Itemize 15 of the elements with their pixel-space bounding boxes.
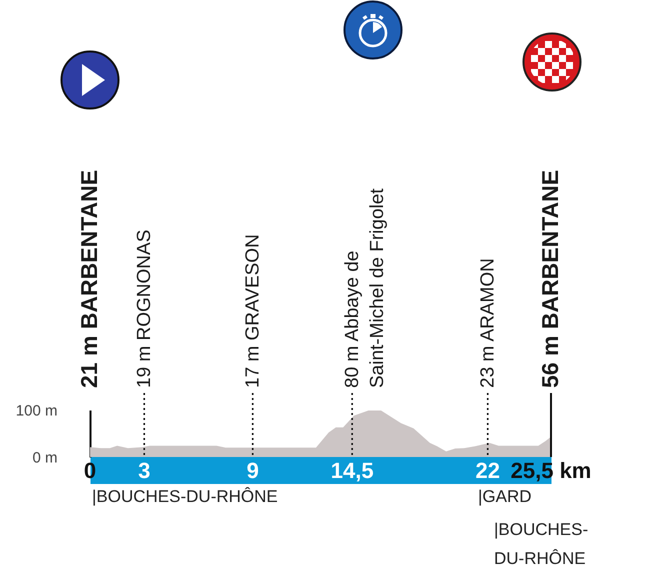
x-tick-label: 22 bbox=[475, 458, 500, 483]
y-tick-label: 100 m bbox=[16, 402, 58, 420]
text: 21 m BARBENTANE bbox=[76, 170, 102, 388]
text: |BOUCHES-DU-RHÔNE bbox=[92, 487, 278, 506]
ref-line-label: 56 m BARBENTANE bbox=[537, 170, 563, 388]
ref-line-label: 17 m GRAVESON bbox=[242, 234, 264, 388]
ref-line-label: 80 m Abbaye de Saint-Michel de Frigolet bbox=[342, 188, 388, 388]
y-tick-label: 0 m bbox=[32, 450, 58, 466]
ref-line-label: 23 m ARAMON bbox=[478, 258, 499, 388]
x-tick-label: 9 bbox=[246, 458, 259, 483]
text: |GARD bbox=[478, 487, 532, 506]
ref-line-label: 19 m ROGNONAS bbox=[134, 230, 156, 388]
x-tick-label: 3 bbox=[138, 458, 150, 483]
text: |BOUCHES- DU-RHÔNE bbox=[494, 520, 588, 568]
x-tick-label: 14,5 bbox=[330, 458, 374, 483]
